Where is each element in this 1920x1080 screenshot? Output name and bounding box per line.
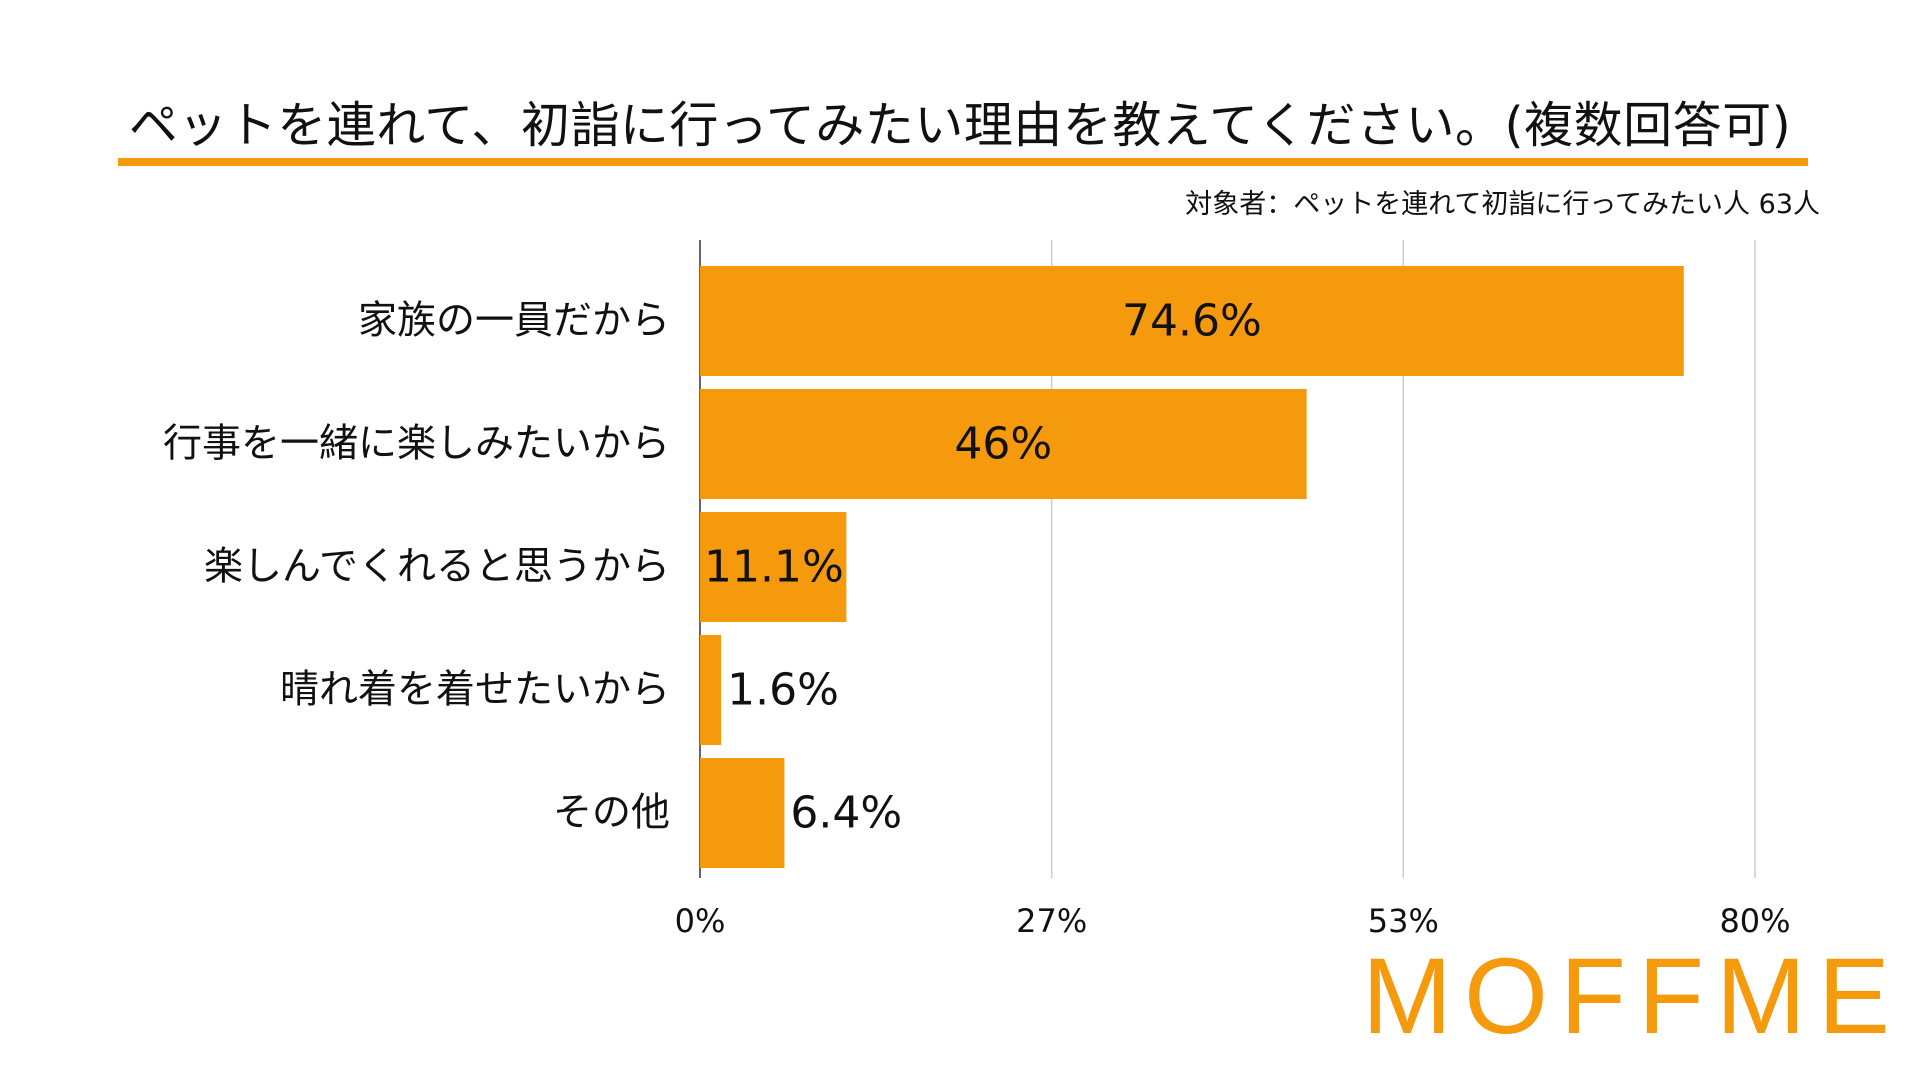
category-label: その他 — [553, 791, 670, 836]
category-label: 晴れ着を着せたいから — [280, 668, 670, 713]
x-tick-label: 27% — [1016, 902, 1087, 940]
brand-logo: MOFFME — [1362, 935, 1902, 1056]
value-label: 6.4% — [790, 788, 902, 839]
bar — [700, 635, 722, 745]
category-label: 行事を一緒に楽しみたいから — [163, 422, 670, 467]
value-label: 1.6% — [727, 665, 839, 716]
chart-title: ペットを連れて、初詣に行ってみたい理由を教えてください。(複数回答可) — [128, 97, 1792, 154]
bar — [700, 389, 1307, 499]
bar — [700, 758, 785, 868]
value-label: 46% — [954, 419, 1052, 470]
bar — [700, 266, 1684, 376]
title-underline — [118, 158, 1808, 166]
bar — [700, 512, 847, 622]
value-label: 74.6% — [1122, 296, 1262, 347]
bar-chart: 0% 27% 53% 80% 家族の一員だから 74.6% 行事を一緒に楽しみたいから 46%… — [163, 240, 1791, 941]
x-tick-label: 0% — [675, 902, 726, 940]
x-tick-label: 53% — [1368, 902, 1439, 940]
bar-layer — [700, 266, 1684, 868]
category-label: 楽しんでくれると思うから — [204, 545, 670, 590]
label-layer: 0% 27% 53% 80% 家族の一員だから 74.6% 行事を一緒に楽しみたいから 46%… — [163, 296, 1791, 941]
value-label: 11.1% — [704, 542, 844, 593]
x-tick-label: 80% — [1719, 902, 1790, 940]
chart-subtitle: 対象者：ペットを連れて初詣に行ってみたい人 63人 — [1185, 189, 1820, 220]
category-label: 家族の一員だから — [358, 299, 670, 344]
